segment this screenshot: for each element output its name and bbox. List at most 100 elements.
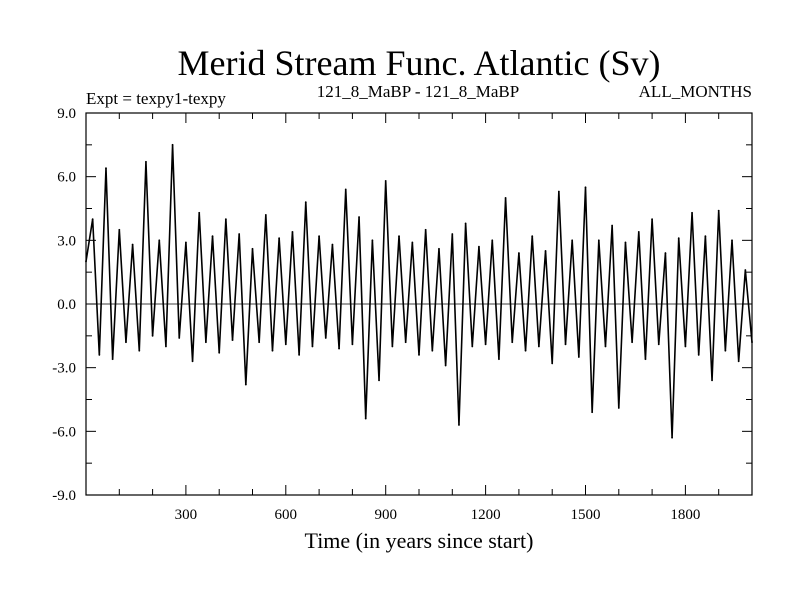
- data-point: [231, 339, 234, 341]
- tick-labels: 300 600 900 1200 1500 1800 -9.0 -6.0 -3.0 0.0 3.0 6…: [52, 106, 700, 523]
- data-point: [504, 196, 507, 199]
- data-point: [451, 233, 454, 235]
- data-point: [731, 239, 733, 242]
- data-point: [111, 358, 114, 361]
- x-tick-label: 900: [374, 507, 397, 523]
- data-point: [251, 247, 254, 250]
- data-point: [244, 383, 247, 386]
- data-point: [711, 379, 713, 382]
- data-point: [644, 358, 647, 361]
- data-point: [418, 354, 420, 356]
- data-point: [424, 228, 427, 231]
- data-points: [85, 143, 753, 439]
- data-point: [185, 241, 187, 244]
- data-point: [344, 188, 347, 191]
- data-point: [91, 218, 94, 221]
- data-point: [657, 343, 660, 346]
- data-point: [145, 160, 147, 163]
- data-point: [537, 345, 540, 348]
- data-point: [591, 411, 594, 414]
- data-point: [484, 343, 487, 346]
- data-point: [577, 356, 580, 358]
- data-point: [737, 360, 740, 363]
- plot-frame: [85, 112, 753, 496]
- data-point: [571, 239, 574, 242]
- data-point: [744, 269, 747, 271]
- data-point: [511, 341, 514, 344]
- data-point: [138, 349, 141, 352]
- data-point: [318, 235, 320, 237]
- data-point: [557, 190, 560, 193]
- data-point: [364, 417, 367, 420]
- data-point: [358, 216, 360, 218]
- data-point: [324, 337, 327, 339]
- y-tick-label: -9.0: [52, 488, 76, 504]
- data-point: [204, 341, 207, 344]
- series-line: [85, 144, 753, 438]
- y-tick-label: 0.0: [57, 297, 76, 313]
- data-point: [298, 354, 301, 356]
- data-point: [438, 247, 440, 250]
- data-point: [444, 364, 447, 367]
- data-point: [724, 349, 727, 352]
- data-point: [431, 349, 434, 352]
- data-point: [651, 218, 653, 221]
- data-point: [264, 213, 267, 216]
- data-point: [331, 243, 334, 246]
- data-point: [624, 241, 627, 244]
- y-tick-label: 6.0: [57, 170, 76, 186]
- data-point: [551, 362, 554, 365]
- dataset-label: 121_8_MaBP - 121_8_MaBP: [317, 82, 519, 101]
- x-tick-label: 1500: [571, 507, 601, 523]
- data-point: [518, 252, 520, 254]
- data-point: [224, 218, 227, 221]
- data-point: [704, 235, 707, 237]
- data-point: [398, 235, 400, 237]
- data-point: [218, 351, 221, 354]
- data-point: [684, 345, 687, 348]
- data-point: [584, 186, 587, 189]
- data-point: [697, 354, 700, 356]
- data-point: [198, 211, 201, 214]
- data-point: [311, 345, 314, 348]
- data-point: [498, 358, 500, 361]
- data-point: [171, 143, 174, 146]
- data-point: [411, 241, 414, 244]
- x-tick-label: 1800: [670, 507, 700, 523]
- months-label: ALL_MONTHS: [639, 82, 752, 101]
- y-tick-label: 3.0: [57, 233, 76, 249]
- data-point: [691, 211, 693, 214]
- x-tick-label: 600: [275, 507, 298, 523]
- data-point: [478, 245, 480, 248]
- x-axis-label: Time (in years since start): [305, 528, 534, 553]
- data-point: [637, 230, 640, 233]
- data-point: [464, 222, 467, 225]
- data-point: [284, 343, 287, 346]
- data-point: [564, 343, 567, 346]
- x-tick-label: 300: [175, 507, 198, 523]
- data-point: [338, 347, 340, 350]
- data-point: [611, 224, 614, 227]
- data-point: [238, 233, 241, 235]
- data-point: [105, 167, 107, 170]
- data-point: [597, 239, 600, 242]
- data-point: [371, 239, 374, 242]
- data-point: [158, 239, 161, 242]
- data-point: [165, 345, 167, 348]
- data-point: [291, 230, 294, 233]
- data-point: [378, 379, 380, 382]
- data-point: [131, 243, 134, 246]
- y-tick-label: -3.0: [52, 361, 76, 377]
- data-point: [271, 349, 274, 352]
- data-point: [258, 341, 261, 344]
- data-point: [384, 180, 387, 182]
- data-point: [125, 341, 127, 344]
- data-point: [278, 237, 281, 240]
- y-tick-label: 9.0: [57, 106, 76, 122]
- data-point: [304, 201, 307, 204]
- data-point: [664, 252, 667, 254]
- data-point: [671, 436, 673, 439]
- data-point: [631, 341, 634, 344]
- data-point: [351, 343, 354, 346]
